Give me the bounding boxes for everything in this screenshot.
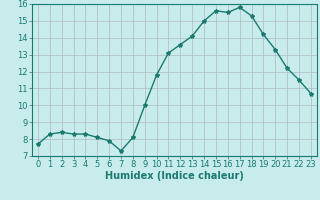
X-axis label: Humidex (Indice chaleur): Humidex (Indice chaleur) [105, 171, 244, 181]
